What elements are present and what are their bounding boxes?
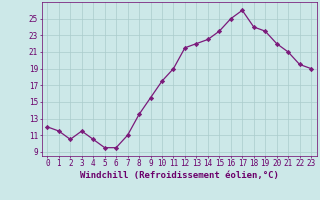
X-axis label: Windchill (Refroidissement éolien,°C): Windchill (Refroidissement éolien,°C) <box>80 171 279 180</box>
